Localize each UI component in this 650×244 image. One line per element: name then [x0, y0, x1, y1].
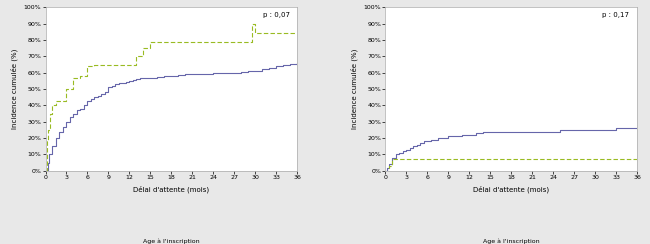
Y-axis label: Incidence cumulée (%): Incidence cumulée (%) [10, 49, 18, 129]
Legend: Inscrits adultes, Inscrits pédiatriques: Inscrits adultes, Inscrits pédiatriques [95, 236, 248, 244]
X-axis label: Délai d'attente (mois): Délai d'attente (mois) [473, 185, 549, 193]
Y-axis label: Incidence cumulée (%): Incidence cumulée (%) [350, 49, 358, 129]
Text: p : 0,07: p : 0,07 [263, 12, 290, 18]
Text: p : 0,17: p : 0,17 [603, 12, 629, 18]
X-axis label: Délai d'attente (mois): Délai d'attente (mois) [133, 185, 209, 193]
Legend: Inscrits adultes, Inscrits pédiatriques: Inscrits adultes, Inscrits pédiatriques [434, 236, 588, 244]
